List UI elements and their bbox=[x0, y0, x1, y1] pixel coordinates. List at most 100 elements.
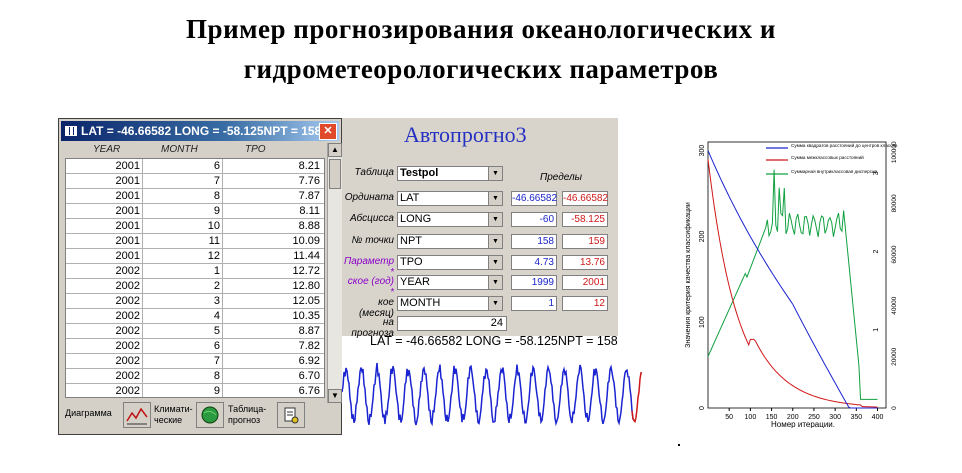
series-line-dispersion bbox=[707, 169, 878, 400]
x-tick-label: 350 bbox=[850, 414, 862, 421]
field-select[interactable]: TPO ▼ bbox=[397, 255, 503, 270]
y-left-tick-label: 0 bbox=[699, 406, 706, 410]
legend-entry: Сумма квадратов расстояний до центров кл… bbox=[791, 142, 898, 148]
table-row[interactable]: 2001 12 11.44 bbox=[66, 249, 324, 264]
table-row[interactable]: 2002 5 8.87 bbox=[66, 324, 324, 339]
vertical-scrollbar[interactable]: ▲ ▼ bbox=[327, 143, 342, 403]
horizon-input[interactable]: 24 bbox=[397, 316, 507, 331]
limit-min-input[interactable]: -46.66582 bbox=[511, 191, 558, 206]
cell-tpo: 10.35 bbox=[292, 310, 320, 322]
cell-month: 10 bbox=[207, 220, 220, 232]
cell-month: 12 bbox=[207, 250, 220, 262]
cell-year: 2001 bbox=[115, 205, 140, 217]
table-row[interactable]: 2002 3 12.05 bbox=[66, 294, 324, 309]
series-line-squared-distance bbox=[707, 150, 878, 409]
field-select[interactable]: LONG ▼ bbox=[397, 212, 503, 227]
diagram-label: Диаграмма bbox=[65, 408, 112, 418]
climatic-button[interactable] bbox=[196, 402, 224, 428]
table-row[interactable]: 2001 6 8.21 bbox=[66, 159, 324, 174]
cell-year: 2001 bbox=[115, 220, 140, 232]
cell-tpo: 6.92 bbox=[298, 355, 320, 367]
table-row[interactable]: 2001 8 7.87 bbox=[66, 189, 324, 204]
x-tick-label: 200 bbox=[787, 414, 799, 421]
cell-year: 2001 bbox=[115, 160, 140, 172]
cell-tpo: 8.87 bbox=[298, 325, 320, 337]
field-label: ское (год) * bbox=[347, 276, 394, 298]
limit-max-input[interactable]: -58.125 bbox=[562, 212, 608, 227]
table-row[interactable]: 2001 11 10.09 bbox=[66, 234, 324, 249]
scroll-down-icon[interactable]: ▼ bbox=[328, 389, 342, 403]
field-label: Параметр * bbox=[343, 256, 394, 278]
scroll-up-icon[interactable]: ▲ bbox=[328, 143, 342, 157]
chevron-down-icon[interactable]: ▼ bbox=[488, 235, 502, 248]
field-select[interactable]: LAT ▼ bbox=[397, 191, 503, 206]
cell-tpo: 7.76 bbox=[298, 175, 320, 187]
cell-year: 2001 bbox=[115, 175, 140, 187]
chevron-down-icon[interactable]: ▼ bbox=[488, 167, 502, 180]
page-title-line1: Пример прогнозирования океанологических … bbox=[186, 14, 776, 44]
cell-tpo: 12.80 bbox=[292, 280, 320, 292]
table-row[interactable]: 2002 2 12.80 bbox=[66, 279, 324, 294]
cell-month: 2 bbox=[213, 280, 220, 292]
limit-max-input[interactable]: -46.66582 bbox=[562, 191, 609, 206]
cell-tpo: 10.09 bbox=[292, 235, 320, 247]
cell-tpo: 12.72 bbox=[292, 265, 320, 277]
table-row[interactable]: 2002 4 10.35 bbox=[66, 309, 324, 324]
horizon-label: на прогноза bbox=[351, 317, 394, 339]
scroll-thumb[interactable] bbox=[329, 159, 341, 189]
cell-year: 2002 bbox=[115, 340, 140, 352]
limit-min-input[interactable]: 1999 bbox=[511, 275, 557, 290]
diagram-button[interactable] bbox=[123, 402, 151, 428]
cell-month: 8 bbox=[213, 370, 220, 382]
globe-icon bbox=[201, 406, 219, 424]
field-select-value: LONG bbox=[400, 213, 432, 225]
field-label: кое (месяц) bbox=[358, 297, 394, 319]
limit-max-input[interactable]: 2001 bbox=[562, 275, 608, 290]
field-label: Ордината bbox=[344, 192, 394, 203]
form-title: Автопрогно3 bbox=[404, 122, 527, 147]
field-select[interactable]: YEAR ▼ bbox=[397, 275, 503, 290]
field-select-value: YEAR bbox=[400, 276, 430, 288]
close-icon[interactable]: ✕ bbox=[319, 123, 337, 140]
limit-max-input[interactable]: 13.76 bbox=[562, 255, 608, 270]
x-tick-label: 250 bbox=[808, 414, 820, 421]
table-row[interactable]: 2002 6 7.82 bbox=[66, 339, 324, 354]
table-row[interactable]: 2002 8 6.70 bbox=[66, 369, 324, 384]
plot-frame bbox=[707, 141, 887, 409]
chevron-down-icon[interactable]: ▼ bbox=[488, 256, 502, 269]
limit-max-input[interactable]: 12 bbox=[562, 296, 608, 311]
y-mid-tick-label: 3 bbox=[873, 171, 880, 175]
cell-month: 1 bbox=[213, 265, 220, 277]
limit-min-input[interactable]: 1 bbox=[511, 296, 557, 311]
table-row[interactable]: 2002 7 6.92 bbox=[66, 354, 324, 369]
cell-year: 2002 bbox=[115, 295, 140, 307]
chevron-down-icon[interactable]: ▼ bbox=[488, 276, 502, 289]
limit-min-input[interactable]: 4.73 bbox=[511, 255, 557, 270]
field-select[interactable]: NPT ▼ bbox=[397, 234, 503, 249]
table-row[interactable]: 2001 10 8.88 bbox=[66, 219, 324, 234]
limit-min-input[interactable]: 158 bbox=[511, 234, 557, 249]
table-forecast-button[interactable] bbox=[277, 402, 305, 428]
data-grid[interactable]: 2001 6 8.21 2001 7 7.76 2001 8 7.87 2001 9 8.11 2001… bbox=[65, 158, 325, 398]
field-select[interactable]: MONTH ▼ bbox=[397, 296, 503, 311]
data-window-titlebar[interactable]: LAT = -46.66582 LONG = -58.125NPT = 158 … bbox=[61, 121, 339, 141]
chevron-down-icon[interactable]: ▼ bbox=[488, 213, 502, 226]
cell-year: 2001 bbox=[115, 250, 140, 262]
grid-header: YEAR MONTH TPO bbox=[65, 143, 323, 157]
limit-max-input[interactable]: 159 bbox=[562, 234, 608, 249]
table-row[interactable]: 2002 1 12.72 bbox=[66, 264, 324, 279]
y-mid-tick-label: 2 bbox=[873, 249, 880, 253]
cell-year: 2002 bbox=[115, 370, 140, 382]
cell-tpo: 11.44 bbox=[293, 250, 320, 262]
table-row[interactable]: 2001 9 8.11 bbox=[66, 204, 324, 219]
field-label: Таблица bbox=[354, 167, 394, 178]
cell-month: 7 bbox=[213, 355, 220, 367]
table-row[interactable]: 2002 9 6.76 bbox=[66, 384, 324, 397]
cell-tpo: 6.70 bbox=[298, 370, 320, 382]
chevron-down-icon[interactable]: ▼ bbox=[488, 192, 502, 205]
limit-min-input[interactable]: -60 bbox=[511, 212, 557, 227]
field-select[interactable]: Testpol ▼ bbox=[397, 166, 503, 181]
table-row[interactable]: 2001 7 7.76 bbox=[66, 174, 324, 189]
chevron-down-icon[interactable]: ▼ bbox=[488, 297, 502, 310]
cell-year: 2002 bbox=[115, 265, 140, 277]
